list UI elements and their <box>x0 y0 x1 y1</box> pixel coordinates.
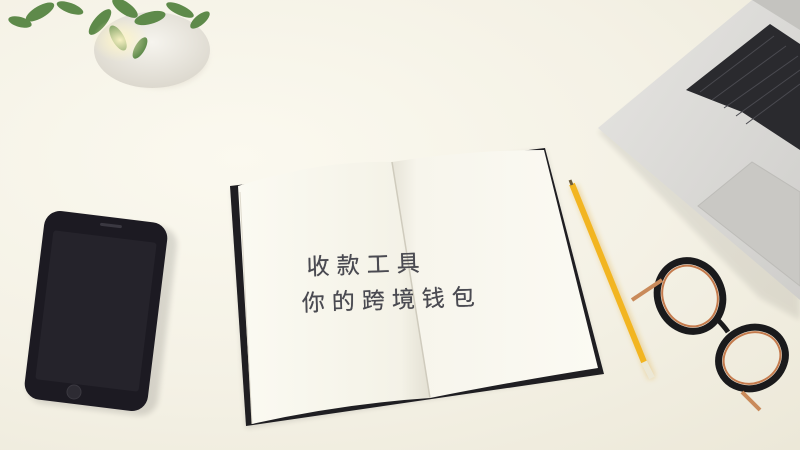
laptop-trackpad <box>697 161 800 287</box>
glasses <box>630 257 789 412</box>
plant-pot <box>8 0 210 88</box>
smartphone <box>24 210 178 416</box>
laptop-keyboard <box>686 24 800 150</box>
laptop <box>598 0 800 320</box>
handwriting-line-1: 收款工具 <box>306 250 428 281</box>
handwriting-line-2: 你的跨境钱包 <box>301 284 483 317</box>
pencil <box>568 179 656 380</box>
open-notebook <box>230 148 604 428</box>
notebook-handwriting: 收款工具 你的跨境钱包 <box>300 244 482 322</box>
